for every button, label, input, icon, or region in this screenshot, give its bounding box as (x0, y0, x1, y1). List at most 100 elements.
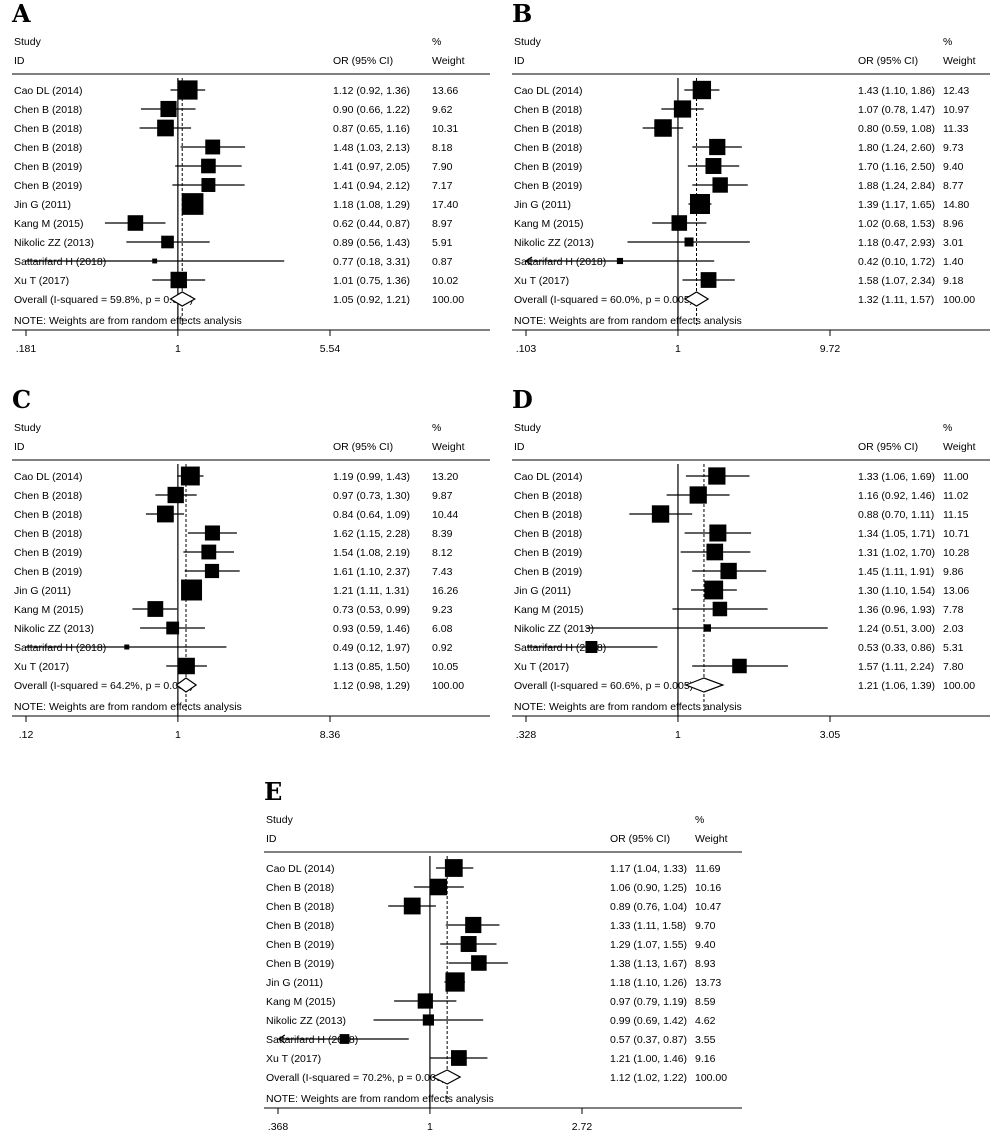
or-ci-value: 0.57 (0.37, 0.87) (610, 1034, 687, 1046)
axis-tick-label: 1 (675, 729, 681, 741)
or-ci-value: 1.17 (1.04, 1.33) (610, 863, 687, 875)
effect-size-marker (201, 158, 216, 174)
effect-size-marker (585, 641, 598, 653)
effect-size-marker (417, 993, 433, 1009)
study-name: Nikolic ZZ (2013) (266, 1015, 346, 1027)
header-percent: % (695, 814, 704, 826)
or-ci-value: 1.33 (1.06, 1.69) (858, 471, 935, 483)
effect-size-marker (706, 543, 724, 561)
header-weight: Weight (943, 55, 976, 67)
effect-size-marker (204, 525, 220, 541)
weight-value: 9.62 (432, 104, 453, 116)
study-name: Chen B (2018) (14, 528, 82, 540)
weight-value: 8.12 (432, 547, 453, 559)
weight-value: 11.69 (695, 863, 721, 875)
forest-plot-svg: C Study ID OR (95% CI)% Weight Cao DL (2014) 1… (12, 385, 490, 741)
axis-tick-label: .368 (268, 1121, 289, 1133)
weight-value: 7.90 (432, 161, 453, 173)
effect-size-marker (205, 139, 221, 155)
or-ci-value: 0.53 (0.33, 0.86) (858, 642, 935, 654)
header-weight: Weight (695, 833, 728, 845)
study-name: Cao DL (2014) (514, 471, 582, 483)
forest-plot-panel-e: E Study ID OR (95% CI)% Weight Cao DL (2014) 1… (252, 777, 752, 1148)
weight-value: 9.73 (943, 142, 964, 154)
effect-size-marker (201, 178, 216, 192)
or-ci-value: 1.41 (0.94, 2.12) (333, 180, 410, 192)
overall-weight: 100.00 (432, 680, 464, 692)
effect-size-marker (156, 505, 174, 523)
axis-tick-label: 2.72 (572, 1121, 593, 1133)
or-ci-value: 1.29 (1.07, 1.55) (610, 939, 687, 951)
effect-size-marker (708, 467, 726, 485)
or-ci-value: 1.18 (1.10, 1.26) (610, 977, 687, 989)
study-name: Cao DL (2014) (266, 863, 334, 875)
weight-value: 3.55 (695, 1034, 716, 1046)
effect-size-marker (178, 80, 198, 100)
or-ci-value: 1.41 (0.97, 2.05) (333, 161, 410, 173)
header-study: Study (266, 814, 294, 826)
weight-value: 8.77 (943, 180, 964, 192)
study-name: Kang M (2015) (514, 218, 583, 230)
effect-size-marker (127, 215, 144, 231)
weight-value: 0.87 (432, 256, 453, 268)
effect-size-marker (181, 579, 203, 601)
study-name: Jin G (2011) (514, 199, 571, 211)
axis-tick-label: 8.36 (320, 729, 341, 741)
weight-value: 10.47 (695, 901, 721, 913)
effect-size-marker (160, 100, 177, 118)
study-name: Sattarifard H (2018) (514, 642, 606, 654)
header-study: Study (514, 422, 542, 434)
weight-value: 9.40 (695, 939, 716, 951)
overall-or-ci: 1.12 (0.98, 1.29) (333, 680, 410, 692)
study-name: Xu T (2017) (14, 661, 69, 673)
effect-size-marker (651, 505, 670, 523)
axis-tick-label: 9.72 (820, 343, 841, 355)
effect-size-marker (692, 80, 712, 100)
effect-size-marker (671, 215, 688, 231)
study-name: Kang M (2015) (14, 218, 83, 230)
weight-value: 9.16 (695, 1053, 716, 1065)
ci-arrow-left (277, 1034, 286, 1044)
study-name: Chen B (2019) (266, 958, 334, 970)
or-ci-value: 1.80 (1.24, 2.60) (858, 142, 935, 154)
study-name: Chen B (2019) (514, 161, 582, 173)
study-name: Chen B (2019) (514, 547, 582, 559)
study-name: Chen B (2018) (14, 142, 82, 154)
header-weight: Weight (943, 441, 976, 453)
weight-value: 10.71 (943, 528, 969, 540)
study-name: Xu T (2017) (514, 275, 569, 287)
effect-size-marker (181, 193, 204, 215)
weight-value: 10.28 (943, 547, 969, 559)
or-ci-value: 1.19 (0.99, 1.43) (333, 471, 410, 483)
effect-size-marker (732, 658, 747, 674)
study-name: Chen B (2019) (514, 180, 582, 192)
study-name: Xu T (2017) (266, 1053, 321, 1065)
effect-size-marker (712, 601, 728, 617)
overall-label: Overall (I-squared = 64.2%, p = 0.002) (14, 680, 193, 692)
effect-size-marker (673, 100, 692, 118)
weight-value: 9.86 (943, 566, 964, 578)
weight-value: 9.40 (943, 161, 964, 173)
study-name: Cao DL (2014) (14, 471, 82, 483)
effect-size-marker (654, 119, 672, 137)
header-percent: % (943, 36, 952, 48)
effect-size-marker (712, 177, 728, 193)
effect-size-marker (403, 897, 421, 915)
or-ci-value: 1.45 (1.11, 1.91) (858, 566, 934, 578)
study-name: Sattarifard H (2018) (514, 256, 606, 268)
overall-weight: 100.00 (432, 294, 464, 306)
or-ci-value: 1.58 (1.07, 2.34) (858, 275, 935, 287)
effect-size-marker (703, 624, 712, 632)
weight-value: 11.15 (943, 509, 969, 521)
effect-size-marker (180, 466, 200, 486)
weight-value: 7.43 (432, 566, 453, 578)
weight-value: 2.03 (943, 623, 964, 635)
effect-size-marker (451, 1050, 467, 1066)
or-ci-value: 1.61 (1.10, 2.37) (333, 566, 410, 578)
effect-size-marker (460, 936, 477, 952)
effect-size-marker (705, 158, 722, 174)
or-ci-value: 0.97 (0.79, 1.19) (610, 996, 687, 1008)
overall-or-ci: 1.32 (1.11, 1.57) (858, 294, 934, 306)
or-ci-value: 1.54 (1.08, 2.19) (333, 547, 410, 559)
or-ci-value: 1.88 (1.24, 2.84) (858, 180, 935, 192)
